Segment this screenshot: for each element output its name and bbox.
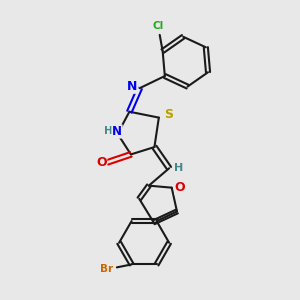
Text: H: H bbox=[104, 126, 112, 136]
Text: O: O bbox=[175, 181, 185, 194]
Text: H: H bbox=[174, 163, 183, 173]
Text: O: O bbox=[96, 156, 107, 169]
Text: N: N bbox=[112, 125, 122, 138]
Text: S: S bbox=[164, 108, 173, 121]
Text: Br: Br bbox=[100, 264, 113, 274]
Text: N: N bbox=[127, 80, 137, 93]
Text: Cl: Cl bbox=[153, 21, 164, 31]
